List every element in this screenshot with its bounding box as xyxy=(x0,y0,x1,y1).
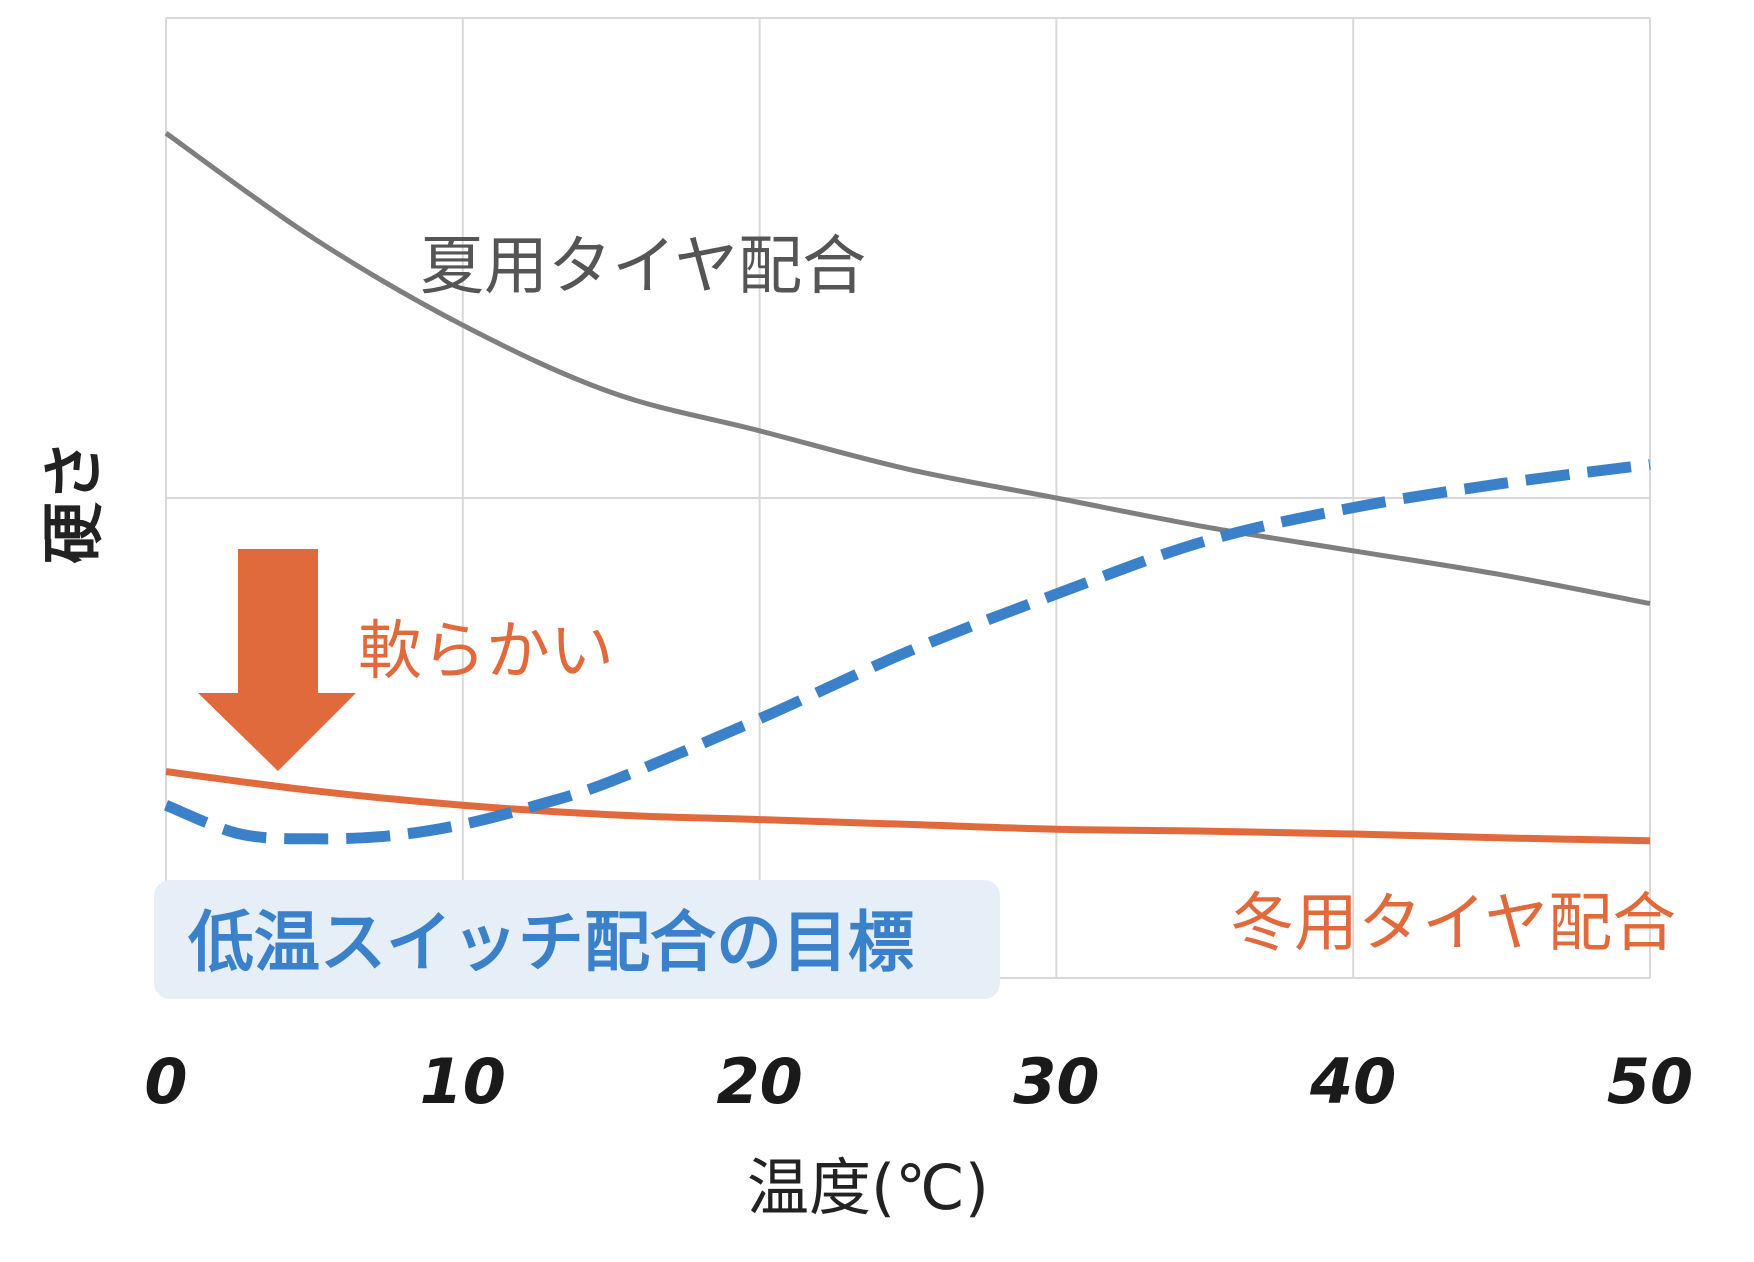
x-tick-label: 20 xyxy=(716,1045,802,1118)
x-tick-label: 40 xyxy=(1309,1045,1396,1118)
x-tick-label: 30 xyxy=(1013,1045,1099,1118)
winter-series-line xyxy=(165,768,1651,845)
softer-arrow-icon xyxy=(198,549,356,771)
summer-series-line xyxy=(164,131,1651,607)
x-tick-labels: 0 10 20 30 40 50 xyxy=(144,1045,1693,1118)
summer-series-label: 夏用タイヤ配合 xyxy=(420,230,866,304)
target-label-box xyxy=(154,880,1000,999)
x-axis-title: 温度(℃) xyxy=(747,1151,989,1224)
winter-series-label: 冬用タイヤ配合 xyxy=(1230,887,1676,961)
x-tick-label: 0 xyxy=(144,1045,187,1118)
x-tick-label: 10 xyxy=(420,1045,506,1118)
y-axis-title: 硬さ xyxy=(37,440,110,564)
series-layer xyxy=(163,131,1651,845)
target-series-label: 低温スイッチ配合の目標 xyxy=(188,904,914,981)
target-series-line xyxy=(163,458,1651,845)
softer-annotation: 軟らかい xyxy=(358,615,614,689)
x-tick-label: 50 xyxy=(1607,1045,1693,1118)
